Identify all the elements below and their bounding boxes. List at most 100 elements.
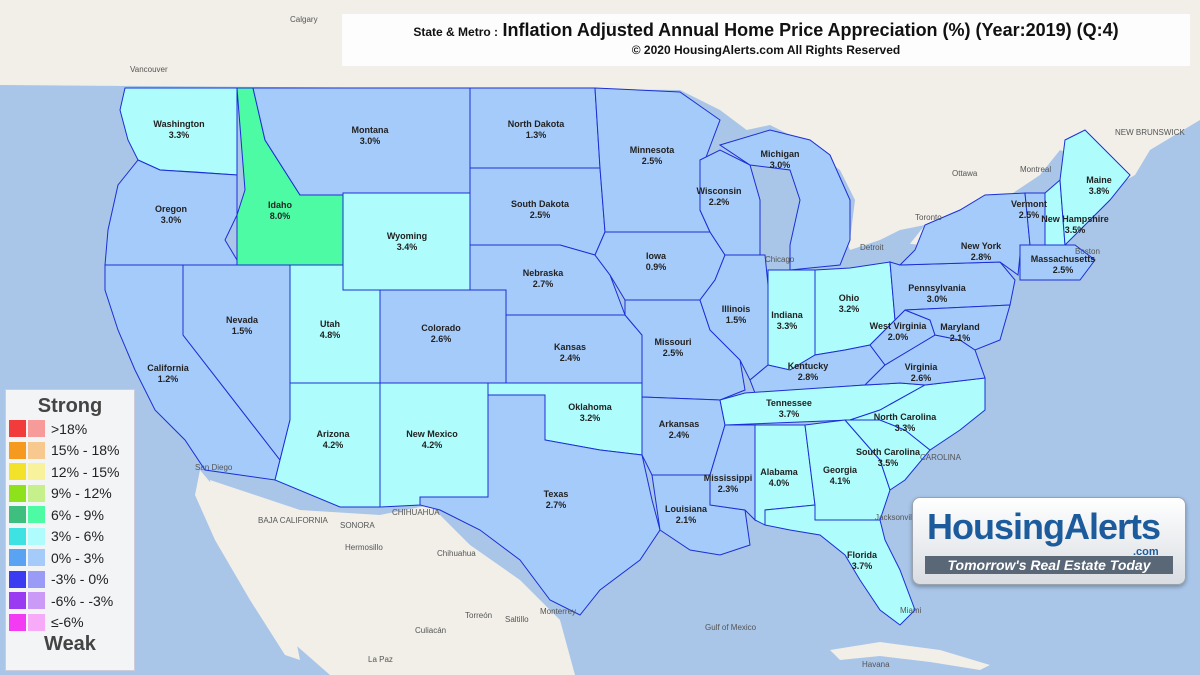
state-value-label: 2.6%: [431, 334, 452, 344]
state-shapes: [104, 87, 1131, 626]
state-value-label: 2.5%: [1019, 210, 1040, 220]
state-name-label: Georgia: [823, 465, 858, 475]
state-value-label: 2.8%: [798, 372, 819, 382]
state-maryland[interactable]: [904, 304, 1011, 351]
state-value-label: 3.0%: [360, 136, 381, 146]
state-value-label: 4.2%: [323, 440, 344, 450]
place-name-label: Vancouver: [130, 65, 168, 74]
state-name-label: New Hampshire: [1041, 214, 1109, 224]
place-name-label: NEW BRUNSWICK: [1115, 128, 1185, 137]
state-value-label: 4.8%: [320, 330, 341, 340]
state-value-label: 3.0%: [927, 294, 948, 304]
legend-item: 12% - 15%: [6, 461, 134, 483]
copyright-text: © 2020 HousingAlerts.com All Rights Rese…: [631, 43, 901, 57]
state-value-label: 2.5%: [530, 210, 551, 220]
legend-item-label: 0% - 3%: [51, 549, 104, 566]
state-name-label: Indiana: [771, 310, 803, 320]
state-value-label: 3.0%: [161, 215, 182, 225]
place-name-label: Jacksonville: [875, 513, 919, 522]
state-value-label: 3.8%: [1089, 186, 1110, 196]
legend-swatch-light: [28, 570, 45, 588]
state-name-label: Nebraska: [523, 268, 565, 278]
state-value-label: 0.9%: [646, 262, 667, 272]
state-value-label: 1.5%: [726, 315, 747, 325]
state-name-label: Colorado: [421, 323, 461, 333]
state-name-label: North Carolina: [874, 412, 937, 422]
logo-domain: .com: [1133, 546, 1159, 558]
state-name-label: Iowa: [646, 251, 667, 261]
legend-item: -3% - 0%: [6, 569, 134, 591]
state-michigan[interactable]: [718, 129, 851, 271]
state-name-label: Louisiana: [665, 504, 708, 514]
state-illinois[interactable]: [699, 254, 769, 381]
state-name-label: Oregon: [155, 204, 187, 214]
state-value-label: 3.5%: [1065, 225, 1086, 235]
state-value-label: 2.7%: [546, 500, 567, 510]
lake-erie: [850, 225, 925, 265]
state-value-label: 4.1%: [830, 476, 851, 486]
place-name-label: Calgary: [290, 15, 318, 24]
place-name-label: Chicago: [765, 255, 795, 264]
legend-swatch-light: [28, 441, 45, 459]
place-name-label: CHIHUAHUA: [392, 508, 440, 517]
state-name-label: Oklahoma: [568, 402, 613, 412]
state-oregon[interactable]: [104, 159, 241, 266]
legend-item: 0% - 3%: [6, 547, 134, 569]
legend-item: >18%: [6, 418, 134, 440]
state-name-label: Kansas: [554, 342, 586, 352]
state-name-label: Maryland: [940, 322, 980, 332]
state-name-label: Tennessee: [766, 398, 812, 408]
state-maine[interactable]: [1059, 129, 1131, 247]
legend-item-label: >18%: [51, 420, 88, 437]
legend-swatch-light: [28, 484, 45, 502]
state-name-label: Minnesota: [630, 145, 675, 155]
state-name-label: Florida: [847, 550, 878, 560]
state-value-label: 2.2%: [709, 197, 730, 207]
state-value-label: 3.3%: [777, 321, 798, 331]
state-value-label: 3.4%: [397, 242, 418, 252]
legend-swatch-light: [28, 549, 45, 567]
state-name-label: Texas: [544, 489, 569, 499]
legend-item: 3% - 6%: [6, 526, 134, 548]
place-name-label: Saltillo: [505, 615, 529, 624]
state-florida[interactable]: [764, 504, 916, 626]
state-value-label: 1.3%: [526, 130, 547, 140]
legend-item-label: 9% - 12%: [51, 485, 112, 502]
legend-item: 6% - 9%: [6, 504, 134, 526]
state-name-label: Missouri: [654, 337, 691, 347]
state-value-label: 1.5%: [232, 326, 253, 336]
place-name-label: CAROLINA: [920, 453, 962, 462]
state-indiana[interactable]: [767, 269, 816, 371]
state-value-label: 3.7%: [852, 561, 873, 571]
baja-land: [195, 470, 300, 660]
state-north-carolina[interactable]: [849, 377, 986, 451]
state-name-label: Wyoming: [387, 231, 427, 241]
place-name-label: Montreal: [1020, 165, 1051, 174]
state-name-label: New Mexico: [406, 429, 458, 439]
place-name-label: San Diego: [195, 463, 233, 472]
state-value-label: 2.7%: [533, 279, 554, 289]
state-value-label: 2.0%: [888, 332, 909, 342]
place-name-label: Toronto: [915, 213, 942, 222]
state-name-label: New York: [961, 241, 1002, 251]
state-name-label: Wisconsin: [697, 186, 742, 196]
state-texas[interactable]: [419, 394, 661, 616]
place-name-label: Ottawa: [952, 169, 978, 178]
state-name-label: Massachusetts: [1031, 254, 1096, 264]
logo-tagline: Tomorrow's Real Estate Today: [925, 556, 1173, 574]
state-value-label: 2.4%: [669, 430, 690, 440]
legend-swatch-dark: [9, 527, 26, 545]
state-massachusetts[interactable]: [1019, 244, 1096, 281]
legend-swatch-dark: [9, 441, 26, 459]
mexico-land: [210, 480, 575, 675]
place-name-label: BAJA CALIFORNIA: [258, 516, 328, 525]
place-name-label: Gulf of Mexico: [705, 623, 757, 632]
state-labels: Washington3.3%Oregon3.0%California1.2%Ne…: [147, 119, 1112, 571]
legend-strong-label: Strong: [37, 395, 103, 417]
place-name-label: Detroit: [860, 243, 884, 252]
state-value-label: 4.2%: [422, 440, 443, 450]
state-name-label: Arkansas: [659, 419, 700, 429]
state-value-label: 3.2%: [580, 413, 601, 423]
place-name-label: Culiacán: [415, 626, 446, 635]
